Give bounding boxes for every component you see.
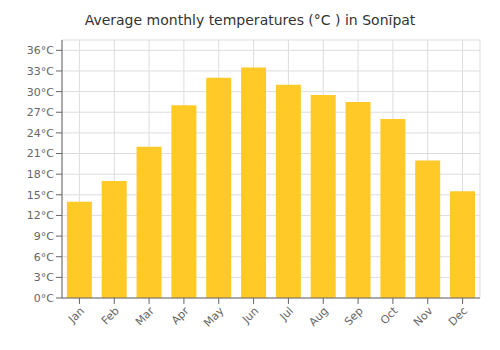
- svg-text:15°C: 15°C: [27, 189, 54, 202]
- svg-text:9°C: 9°C: [34, 230, 54, 243]
- svg-text:Sep: Sep: [342, 304, 366, 328]
- svg-text:21°C: 21°C: [27, 147, 54, 160]
- svg-text:27°C: 27°C: [27, 106, 54, 119]
- svg-text:0°C: 0°C: [34, 292, 54, 305]
- svg-text:Mar: Mar: [133, 304, 157, 328]
- svg-text:Nov: Nov: [411, 304, 436, 329]
- svg-text:Jun: Jun: [239, 304, 261, 326]
- svg-text:Feb: Feb: [99, 304, 122, 327]
- svg-text:Oct: Oct: [378, 304, 401, 327]
- svg-text:May: May: [201, 304, 227, 330]
- svg-text:36°C: 36°C: [27, 44, 54, 57]
- svg-text:24°C: 24°C: [27, 127, 54, 140]
- svg-text:12°C: 12°C: [27, 209, 54, 222]
- svg-text:18°C: 18°C: [27, 168, 54, 181]
- svg-text:3°C: 3°C: [34, 271, 54, 284]
- svg-text:Jul: Jul: [277, 304, 296, 323]
- svg-text:30°C: 30°C: [27, 86, 54, 99]
- svg-text:6°C: 6°C: [34, 251, 54, 264]
- svg-text:Dec: Dec: [446, 304, 470, 328]
- svg-text:33°C: 33°C: [27, 65, 54, 78]
- svg-text:Aug: Aug: [307, 304, 331, 328]
- svg-text:Apr: Apr: [169, 304, 192, 327]
- svg-text:Jan: Jan: [65, 304, 87, 326]
- html-text:Average monthly temperatures (: Average monthly temperatures (°C ) in So…: [84, 12, 416, 28]
